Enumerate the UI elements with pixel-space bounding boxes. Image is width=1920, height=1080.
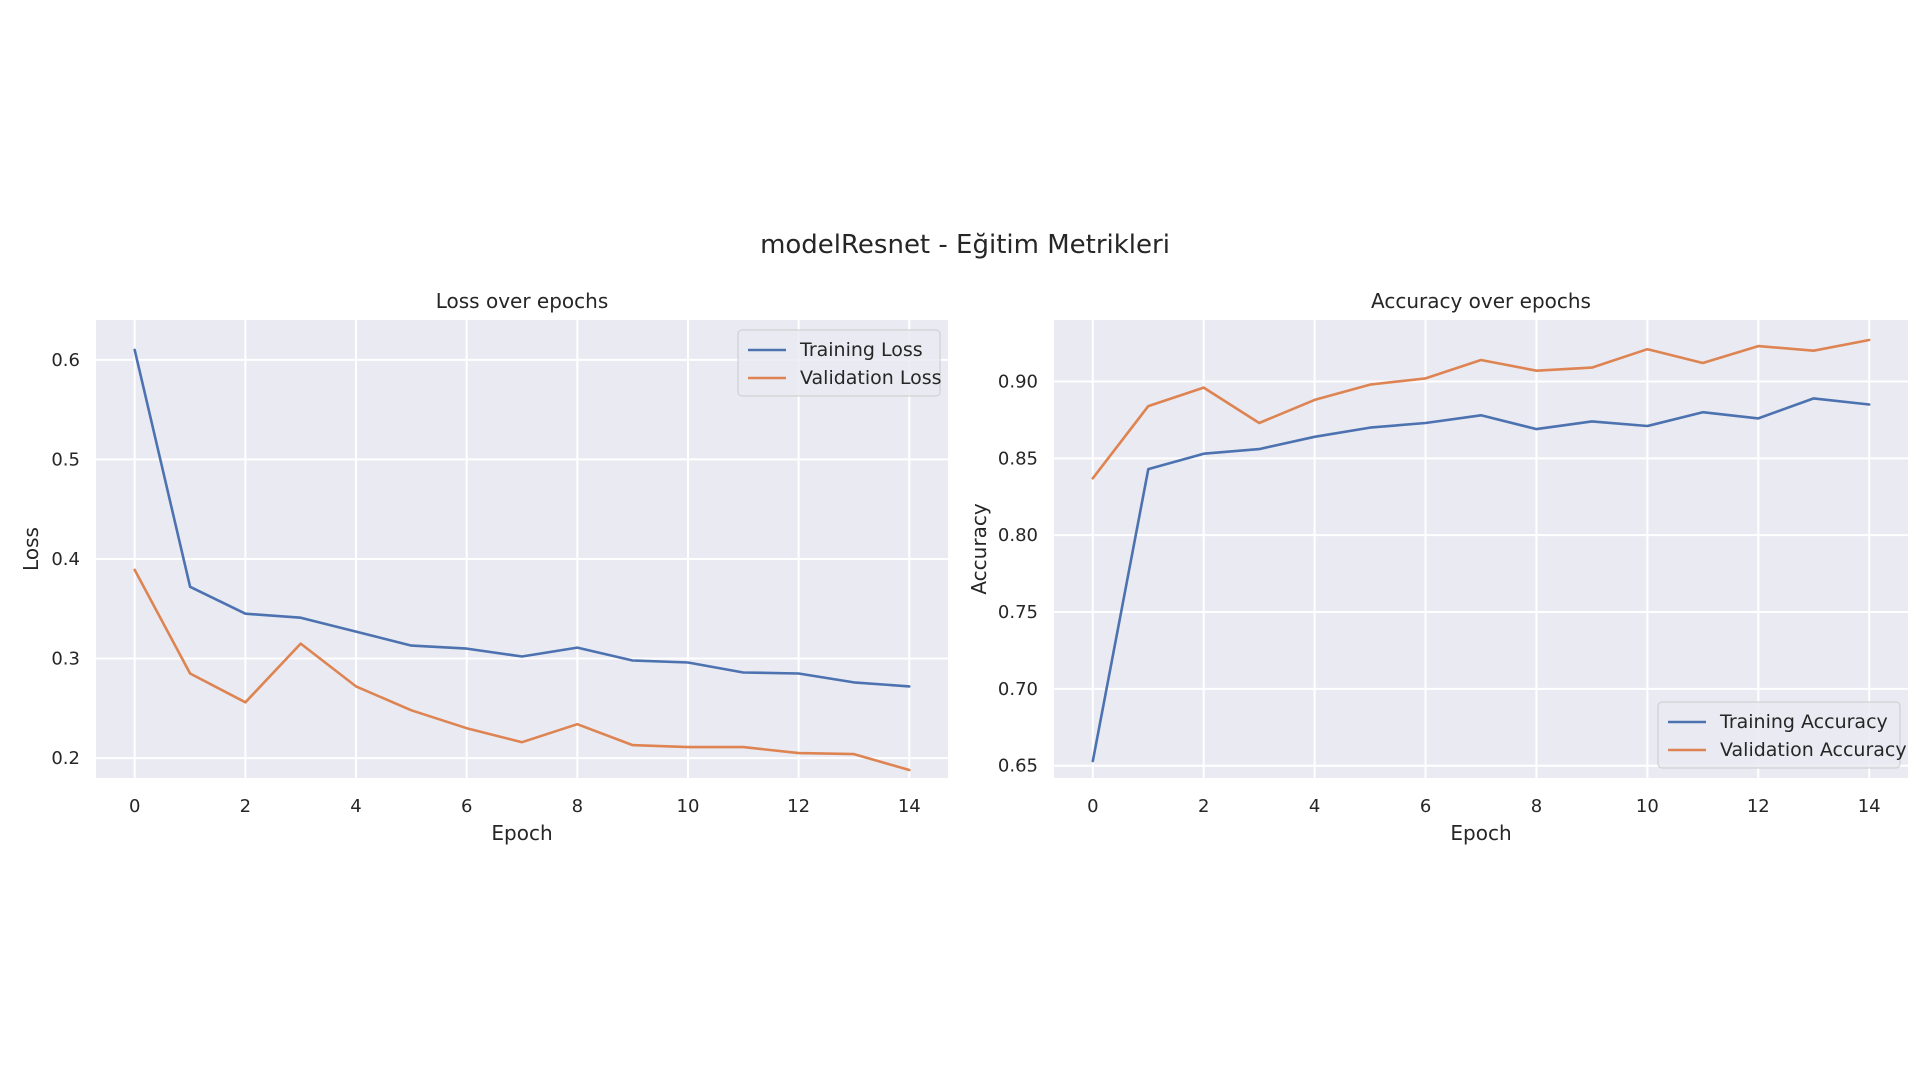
- accuracy-legend-box: [1657, 701, 1901, 769]
- loss-legend-box: [737, 329, 941, 397]
- accuracy-x-tick-label: 10: [1636, 796, 1659, 817]
- loss-x-tick-label: 10: [677, 796, 700, 817]
- loss-y-tick-label: 0.2: [51, 748, 80, 769]
- loss-y-tick-label: 0.4: [51, 549, 80, 570]
- accuracy-y-tick-label: 0.65: [998, 756, 1038, 777]
- accuracy-x-axis-label: Epoch: [1450, 821, 1511, 845]
- validation-loss-legend-label: Validation Loss: [800, 367, 942, 389]
- loss-x-tick-label: 4: [350, 796, 361, 817]
- training-accuracy-legend-label: Training Accuracy: [1719, 711, 1888, 733]
- accuracy-y-tick-label: 0.75: [998, 602, 1038, 623]
- validation-accuracy-legend-label: Validation Accuracy: [1720, 739, 1907, 761]
- accuracy-chart-title: Accuracy over epochs: [1371, 289, 1591, 313]
- accuracy-x-tick-label: 8: [1531, 796, 1542, 817]
- loss-x-tick-label: 12: [787, 796, 810, 817]
- loss-x-tick-label: 0: [129, 796, 140, 817]
- accuracy-y-tick-label: 0.80: [998, 525, 1038, 546]
- loss-x-tick-label: 2: [240, 796, 251, 817]
- accuracy-x-tick-label: 0: [1087, 796, 1098, 817]
- loss-chart: 0 2 4 6 8 10 12 14 0.2 0.3 0.4 0.5 0.6 Loss over epoc…: [19, 289, 948, 845]
- loss-chart-title: Loss over epochs: [436, 289, 609, 313]
- loss-y-axis-label: Loss: [19, 527, 43, 571]
- accuracy-x-tick-label: 2: [1198, 796, 1209, 817]
- accuracy-chart: 0 2 4 6 8 10 12 14 0.65 0.70 0.75 0.80 0.85 0.90 Accur…: [967, 289, 1908, 845]
- loss-y-tick-label: 0.3: [51, 649, 80, 670]
- loss-x-tick-label: 6: [461, 796, 472, 817]
- loss-x-axis-label: Epoch: [491, 821, 552, 845]
- training-loss-legend-label: Training Loss: [799, 339, 923, 361]
- accuracy-y-axis-label: Accuracy: [967, 503, 991, 594]
- loss-y-tick-label: 0.6: [51, 350, 80, 371]
- loss-legend: Training Loss Validation Loss: [737, 329, 942, 397]
- accuracy-y-tick-label: 0.85: [998, 448, 1038, 469]
- validation-accuracy-line: [1091, 338, 1871, 480]
- figure-suptitle: modelResnet - Eğitim Metrikleri: [760, 230, 1170, 260]
- loss-y-tick-label: 0.5: [51, 449, 80, 470]
- accuracy-x-tick-label: 14: [1858, 796, 1881, 817]
- loss-x-tick-label: 14: [898, 796, 921, 817]
- loss-x-tick-label: 8: [572, 796, 583, 817]
- training-accuracy-line: [1091, 397, 1871, 763]
- accuracy-y-tick-label: 0.90: [998, 371, 1038, 392]
- accuracy-legend: Training Accuracy Validation Accuracy: [1657, 701, 1907, 769]
- accuracy-x-tick-label: 6: [1420, 796, 1431, 817]
- accuracy-x-tick-label: 12: [1747, 796, 1770, 817]
- accuracy-y-tick-label: 0.70: [998, 679, 1038, 700]
- training-loss-line: [133, 348, 911, 688]
- accuracy-x-tick-label: 4: [1309, 796, 1320, 817]
- validation-loss-line: [133, 568, 911, 772]
